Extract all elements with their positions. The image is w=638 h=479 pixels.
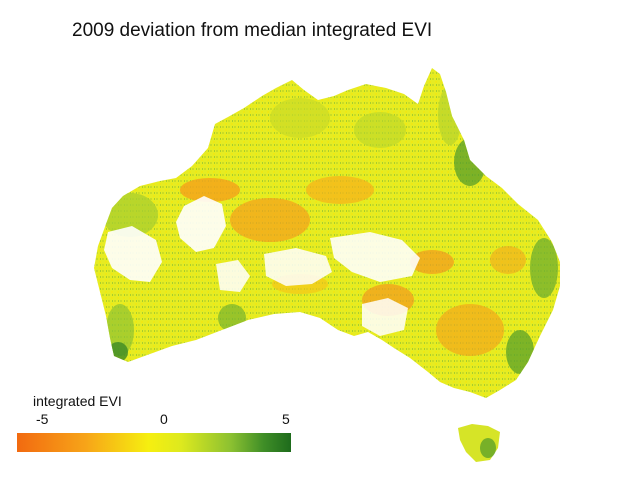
tasmania (458, 424, 500, 462)
map-title: 2009 deviation from median integrated EV… (72, 20, 433, 41)
mainland (94, 68, 560, 398)
legend-tick-min: -5 (36, 411, 49, 427)
legend-colorbar (17, 433, 291, 452)
legend-tick-zero: 0 (160, 411, 168, 427)
legend-tick-max: 5 (282, 411, 290, 427)
legend-title: integrated EVI (33, 393, 122, 409)
